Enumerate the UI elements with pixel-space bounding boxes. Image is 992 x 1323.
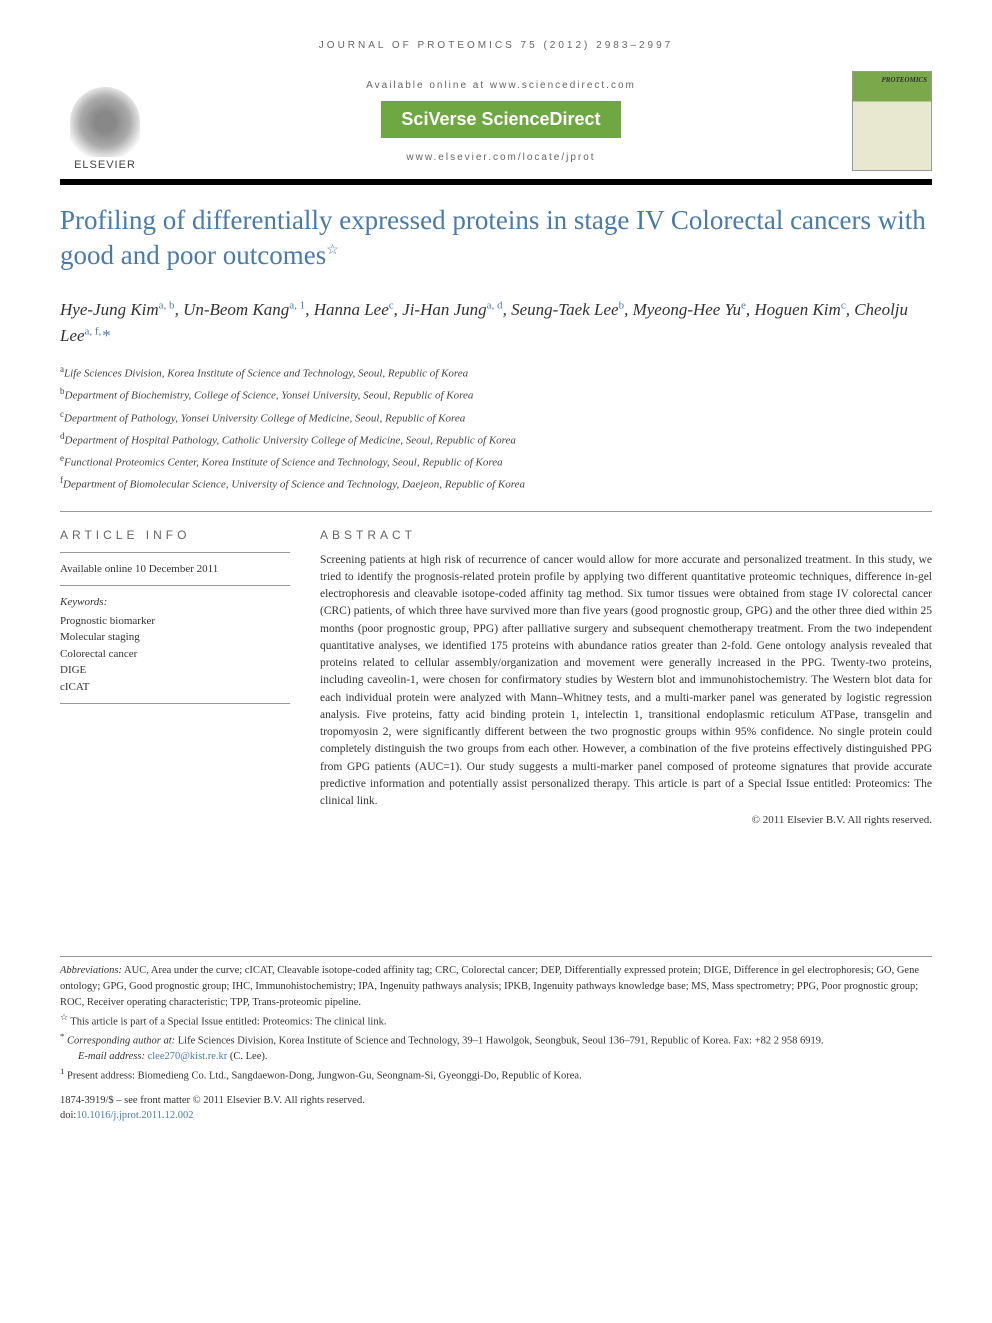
elsevier-tree-icon — [70, 87, 140, 157]
corresp-label: Corresponding author at: — [67, 1035, 175, 1046]
email-note: E-mail address: clee270@kist.re.kr (C. L… — [60, 1049, 932, 1065]
doi-label: doi: — [60, 1110, 76, 1121]
title-star-icon: ☆ — [326, 243, 339, 258]
journal-cover-thumbnail: PROTEOMICS — [852, 71, 932, 171]
special-issue-note: ☆ This article is part of a Special Issu… — [60, 1011, 932, 1030]
corresponding-author-note: * Corresponding author at: Life Sciences… — [60, 1030, 932, 1049]
info-rule-3 — [60, 703, 290, 704]
affiliation-item: fDepartment of Biomolecular Science, Uni… — [60, 473, 932, 494]
affiliation-item: cDepartment of Pathology, Yonsei Univers… — [60, 407, 932, 428]
abstract-text: Screening patients at high risk of recur… — [320, 552, 932, 811]
keyword-item: cICAT — [60, 679, 290, 696]
doi-link[interactable]: 10.1016/j.jprot.2011.12.002 — [76, 1110, 193, 1121]
abstract-copyright: © 2011 Elsevier B.V. All rights reserved… — [320, 814, 932, 826]
center-header: Available online at www.sciencedirect.co… — [150, 80, 852, 163]
title-text: Profiling of differentially expressed pr… — [60, 205, 926, 270]
sciverse-text: SciVerse ScienceDirect — [401, 109, 600, 129]
sciverse-box: SciVerse ScienceDirect — [381, 101, 620, 138]
journal-header: ELSEVIER Available online at www.science… — [60, 71, 932, 171]
email-link[interactable]: clee270@kist.re.kr — [148, 1051, 228, 1062]
keywords-list: Prognostic biomarkerMolecular stagingCol… — [60, 613, 290, 696]
elsevier-logo: ELSEVIER — [60, 71, 150, 171]
elsevier-label: ELSEVIER — [74, 159, 136, 171]
keyword-item: Prognostic biomarker — [60, 613, 290, 630]
cover-title: PROTEOMICS — [881, 76, 927, 84]
abbrev-label: Abbreviations: — [60, 965, 122, 976]
available-date: Available online 10 December 2011 — [60, 561, 290, 578]
superscript-1-icon: 1 — [60, 1066, 64, 1076]
abbrev-text: AUC, Area under the curve; cICAT, Cleava… — [60, 965, 919, 1008]
keyword-item: DIGE — [60, 662, 290, 679]
keyword-item: Molecular staging — [60, 629, 290, 646]
asterisk-icon: * — [60, 1031, 64, 1041]
star-icon: ☆ — [60, 1012, 68, 1022]
info-rule-2 — [60, 585, 290, 586]
keywords-label: Keywords: — [60, 594, 290, 611]
affiliation-item: eFunctional Proteomics Center, Korea Ins… — [60, 451, 932, 472]
footnotes-block: Abbreviations: AUC, Area under the curve… — [60, 956, 932, 1084]
affiliation-item: aLife Sciences Division, Korea Institute… — [60, 362, 932, 383]
author-list: Hye-Jung Kima, b, Un-Beom Kanga, 1, Hann… — [60, 297, 932, 348]
email-label: E-mail address: — [78, 1051, 145, 1062]
article-title: Profiling of differentially expressed pr… — [60, 203, 932, 273]
affiliation-item: bDepartment of Biochemistry, College of … — [60, 384, 932, 405]
abstract-column: ABSTRACT Screening patients at high risk… — [320, 528, 932, 827]
rule-above-abstract — [60, 511, 932, 512]
info-abstract-columns: ARTICLE INFO Available online 10 Decembe… — [60, 528, 932, 827]
keyword-item: Colorectal cancer — [60, 646, 290, 663]
footer-meta: 1874-3919/$ – see front matter © 2011 El… — [60, 1094, 932, 1123]
affiliation-item: dDepartment of Hospital Pathology, Catho… — [60, 429, 932, 450]
present-addr-text: Present address: Biomedieng Co. Ltd., Sa… — [67, 1070, 582, 1081]
black-divider-bar — [60, 179, 932, 185]
present-address-note: 1 Present address: Biomedieng Co. Ltd., … — [60, 1065, 932, 1084]
affiliations-list: aLife Sciences Division, Korea Institute… — [60, 362, 932, 495]
doi-line: doi:10.1016/j.jprot.2011.12.002 — [60, 1109, 932, 1124]
abbreviations-note: Abbreviations: AUC, Area under the curve… — [60, 963, 932, 1010]
journal-url: www.elsevier.com/locate/jprot — [165, 152, 837, 163]
info-rule-1 — [60, 552, 290, 553]
issn-line: 1874-3919/$ – see front matter © 2011 El… — [60, 1094, 932, 1109]
corresp-text: Life Sciences Division, Korea Institute … — [175, 1035, 824, 1046]
star-note-text: This article is part of a Special Issue … — [70, 1016, 386, 1027]
running-header: JOURNAL OF PROTEOMICS 75 (2012) 2983–299… — [60, 40, 932, 51]
email-suffix: (C. Lee). — [227, 1051, 267, 1062]
abstract-heading: ABSTRACT — [320, 528, 932, 542]
available-online-text: Available online at www.sciencedirect.co… — [165, 80, 837, 91]
article-info-heading: ARTICLE INFO — [60, 528, 290, 542]
article-info-column: ARTICLE INFO Available online 10 Decembe… — [60, 528, 290, 827]
